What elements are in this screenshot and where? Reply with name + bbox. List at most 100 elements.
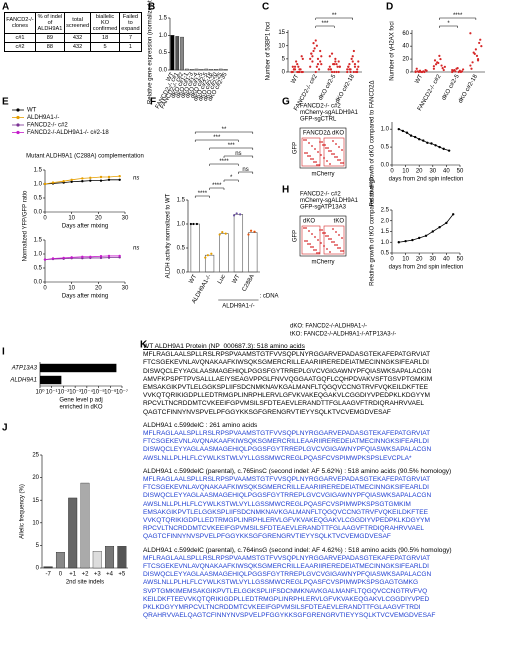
series-marker xyxy=(99,256,103,260)
data-point xyxy=(424,68,427,72)
series-marker xyxy=(107,178,111,181)
data-point xyxy=(300,70,303,74)
series-marker xyxy=(401,129,405,133)
data-point xyxy=(224,232,227,235)
data-point xyxy=(319,49,322,53)
facs-plot xyxy=(299,127,347,169)
series-marker xyxy=(107,256,111,259)
sequence-line: DISWQCLEYYAGLAASMAGEHIQLPGGSFGYTRREPLGVC… xyxy=(143,446,432,454)
facs-event xyxy=(308,142,310,144)
x-tick-label: 10⁻³ xyxy=(69,390,81,396)
data-point xyxy=(457,70,460,74)
data-point xyxy=(335,70,338,74)
facs-event xyxy=(340,162,342,164)
y-tick-label: 1.5 xyxy=(34,168,43,174)
series-marker xyxy=(81,180,84,183)
data-point xyxy=(298,68,301,71)
series-marker xyxy=(405,131,409,134)
x-tick-label: 40 xyxy=(443,257,450,263)
facs-event xyxy=(318,164,320,166)
bar xyxy=(105,546,115,569)
data-point xyxy=(451,68,454,72)
x-tick-label: Luc xyxy=(217,274,227,285)
data-point xyxy=(189,222,192,226)
data-point xyxy=(309,65,312,68)
data-point xyxy=(423,70,426,74)
bar xyxy=(185,68,189,71)
facs-event xyxy=(314,236,316,238)
data-point xyxy=(352,49,355,53)
data-point xyxy=(204,256,207,259)
x-tick-label: +4 xyxy=(106,572,114,578)
data-point xyxy=(310,52,313,55)
series-marker xyxy=(452,213,455,216)
series-marker xyxy=(411,238,414,242)
bar xyxy=(248,232,258,273)
y-tick-label: 0.0 xyxy=(34,280,43,286)
category-label: ALDH9A1 xyxy=(9,378,37,384)
facs-event xyxy=(332,228,334,230)
x-axis-label: days from 2nd spin infection xyxy=(389,265,464,271)
data-point xyxy=(470,67,473,70)
facs-event xyxy=(303,227,305,229)
series-marker xyxy=(118,174,121,178)
data-point xyxy=(349,70,352,74)
x-tick-label: 20 xyxy=(416,169,423,175)
data-point xyxy=(335,63,338,66)
data-point xyxy=(320,63,323,66)
facs-event xyxy=(329,251,331,253)
facs-event xyxy=(332,140,334,142)
facs-event xyxy=(339,247,341,249)
sequence-line: AMVFKPSPFTPVSALLLAEIYSEAGVPPGLFNVVQGGAAT… xyxy=(143,375,433,383)
facs-event xyxy=(309,155,311,157)
y-tick-label: 0 xyxy=(406,70,410,76)
facs-event xyxy=(315,249,317,251)
x-tick-label: 0 xyxy=(390,169,394,175)
data-point xyxy=(440,64,443,67)
data-point xyxy=(232,214,236,217)
data-point xyxy=(292,68,296,71)
facs-event xyxy=(317,239,319,241)
series-marker xyxy=(118,178,121,181)
facs-event xyxy=(326,160,328,162)
series-marker xyxy=(418,138,421,141)
data-point xyxy=(336,65,339,68)
sequence-header: ALDH9A1 c.599delC : 261 amino acids xyxy=(143,421,258,429)
series-marker xyxy=(409,134,413,137)
data-point xyxy=(459,70,463,74)
significance-label: **** xyxy=(453,13,463,19)
sequence-line: QRAHRVVAELQAGTCFINNYNVSPVELPFGGYKKSGFGRE… xyxy=(143,612,436,620)
abbreviation-note: dKO: FANCD2-/-ALDH9A1-/- xyxy=(290,324,367,330)
x-axis-label: enriched in dKO xyxy=(59,405,102,411)
bar xyxy=(189,69,194,71)
panel-label: D xyxy=(386,2,393,13)
table-header-cell: total screened xyxy=(63,12,92,34)
data-point xyxy=(218,233,221,236)
sequence-line: QAGTCFINNYNVSPVELPFGGYKKSGFGRENGRVTIEYYS… xyxy=(143,533,391,541)
bar xyxy=(180,36,184,71)
y-tick-label: 0 xyxy=(36,566,40,572)
facs-axis-label: GFP xyxy=(293,142,299,154)
data-point xyxy=(249,229,253,232)
table-header-cell: FANCD2-/- clones xyxy=(4,12,36,34)
sequence-line: AWSLNLLPLHLFLCYWLKSTWLVYLLGSSMWCREGLPQAS… xyxy=(143,454,412,462)
facs-event xyxy=(306,240,308,242)
facs-event xyxy=(304,152,306,154)
series-marker xyxy=(418,236,421,240)
facs-event xyxy=(325,235,327,237)
data-point xyxy=(293,65,297,68)
series-marker xyxy=(81,255,84,258)
table-cell: 432 xyxy=(63,42,92,52)
table-cell: 432 xyxy=(63,33,92,43)
y-tick-label: 40 xyxy=(402,44,409,50)
data-point xyxy=(328,65,331,68)
significance-bracket xyxy=(194,195,210,198)
data-point xyxy=(346,70,349,74)
facs-event xyxy=(324,232,326,234)
facs-event xyxy=(310,246,312,248)
facs-plot xyxy=(299,215,347,257)
bar xyxy=(68,497,78,569)
significance-bracket xyxy=(315,17,353,20)
data-point xyxy=(351,55,354,58)
y-tick-label: 15 xyxy=(32,498,39,504)
